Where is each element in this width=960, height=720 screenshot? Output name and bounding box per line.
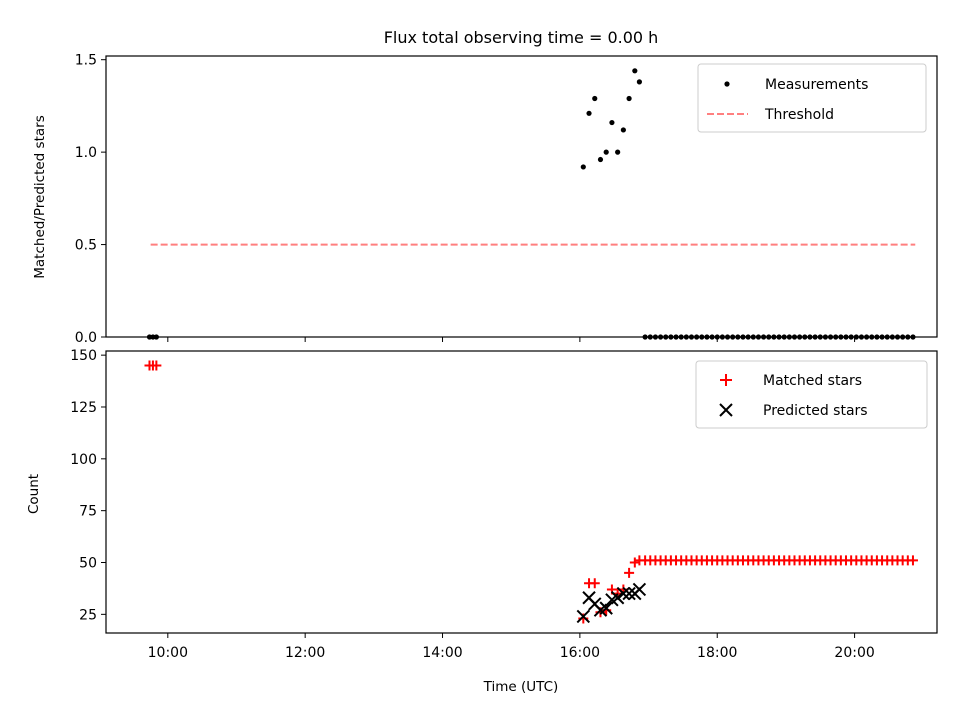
bottom-x-ticks: 10:00 12:00 14:00 16:00 18:00 20:00 <box>148 633 875 661</box>
bottom-y-tick-label: 125 <box>70 400 97 416</box>
matched-star-marker <box>624 567 635 578</box>
matched-star-marker <box>629 557 640 568</box>
top-y-tick-label: 0.0 <box>75 330 97 346</box>
measurement-point <box>615 149 621 155</box>
bottom-y-tick-label: 50 <box>79 556 97 572</box>
measurement-point <box>636 79 642 85</box>
predicted-star-marker <box>599 601 613 615</box>
x-tick-label: 20:00 <box>834 645 874 661</box>
legend-label-predicted: Predicted stars <box>763 403 868 419</box>
bottom-y-axis-label: Count <box>26 474 42 514</box>
bottom-legend: Matched stars Predicted stars <box>695 360 928 429</box>
measurement-point <box>626 95 632 102</box>
legend-marker-predicted <box>719 403 733 417</box>
legend-marker-matched <box>720 374 732 386</box>
chart-title: Flux total observing time = 0.00 h <box>384 28 659 47</box>
predicted-star-marker <box>610 591 625 605</box>
measurement-point <box>603 149 609 155</box>
matched-star-marker <box>907 555 918 566</box>
top-y-axis-label: Matched/Predicted stars <box>32 115 48 278</box>
x-tick-label: 14:00 <box>422 645 462 661</box>
top-y-tick-label: 1.0 <box>75 145 97 161</box>
matched-star-marker <box>589 578 600 589</box>
x-tick-label: 16:00 <box>560 645 600 661</box>
bottom-axes: 25 50 75 100 125 150 10:00 12:00 14:00 16:00 18:0… <box>26 348 938 695</box>
measurement-point <box>597 156 604 163</box>
bottom-plot-marks <box>144 360 918 624</box>
measurement-point <box>592 95 598 102</box>
legend-label-threshold: Threshold <box>764 107 834 123</box>
measurement-point <box>620 127 626 133</box>
measurement-point <box>632 68 638 74</box>
bottom-y-tick-label: 25 <box>79 607 97 623</box>
bottom-axes-frame <box>105 350 938 634</box>
top-axes: 0.0 0.5 1.0 1.5 Matched/Predicted stars Mea… <box>32 53 938 346</box>
measurement-point <box>609 119 615 126</box>
top-y-tick-label: 1.5 <box>75 53 97 69</box>
bottom-y-tick-label: 75 <box>79 504 97 520</box>
top-legend-frame <box>697 63 927 133</box>
bottom-y-ticks: 25 50 75 100 125 150 <box>70 348 106 623</box>
bottom-y-tick-label: 150 <box>70 348 97 364</box>
top-axes-frame <box>105 55 938 338</box>
predicted-star-marker <box>622 586 636 601</box>
legend-label-measurements: Measurements <box>765 77 868 93</box>
bottom-legend-frame <box>695 360 928 429</box>
measurement-point <box>586 110 592 116</box>
measurement-point <box>580 164 586 170</box>
predicted-star-marker <box>616 586 631 601</box>
bottom-y-tick-label: 100 <box>70 452 97 468</box>
x-tick-label: 12:00 <box>285 645 325 661</box>
matched-star-marker <box>151 360 162 371</box>
predicted-star-marker <box>576 609 591 624</box>
legend-label-matched: Matched stars <box>763 373 862 389</box>
top-y-ticks: 0.0 0.5 1.0 1.5 <box>75 53 106 346</box>
x-tick-label: 10:00 <box>148 645 188 661</box>
top-y-tick-label: 0.5 <box>75 238 97 254</box>
x-axis-label: Time (UTC) <box>483 679 559 695</box>
predicted-star-marker <box>632 582 647 597</box>
top-x-ticks <box>167 337 856 342</box>
x-tick-label: 18:00 <box>697 645 737 661</box>
top-legend: Measurements Threshold <box>697 63 927 133</box>
legend-marker-measurements <box>724 81 730 87</box>
